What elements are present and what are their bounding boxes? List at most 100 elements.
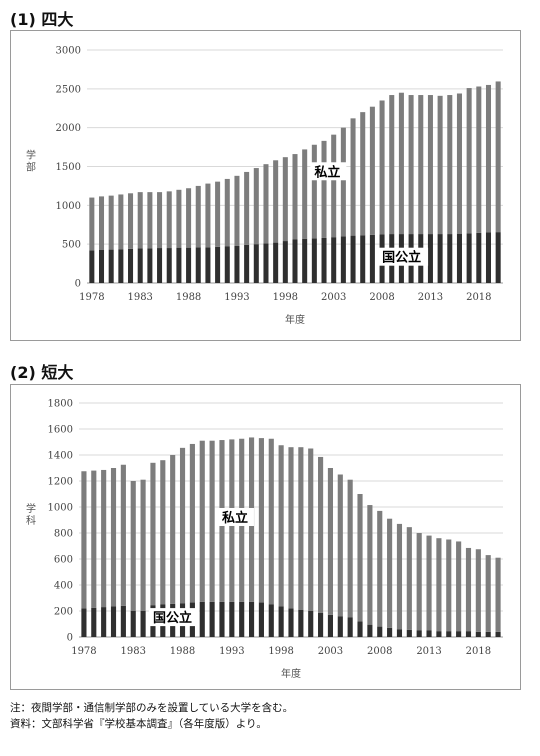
chart2-bar-private [288,447,294,609]
chart1-bar-public [447,234,453,283]
chart1-bar-public [495,232,501,283]
chart1-bar-public [350,235,356,283]
chart2-bar-public [416,630,422,637]
chart1-bar-private [485,84,492,233]
chart2-bar-private [357,494,363,622]
chart2-bar-private [160,460,166,605]
chart1-ytick-label: 1500 [56,162,81,173]
chart2-bar-private [485,555,491,632]
chart1-bar-public [360,235,366,283]
chart1-bar-private [166,191,172,249]
chart2-bar-private [179,447,186,604]
chart1-bar-public [466,233,472,283]
chart1-bar-private [476,86,482,233]
chart1-bar-private [263,164,269,244]
chart2-bar-public [209,601,215,637]
chart2-annotation-public: 国公立 [153,610,192,626]
chart1-bar-private [427,95,433,235]
chart2-bar-public [81,608,87,637]
chart2-bar-public [436,631,442,637]
chart2-xtick-label: 2013 [416,646,441,657]
chart1-bar-private [292,154,298,240]
chart1-bar-private [340,127,346,237]
chart1-bar-private [186,188,192,248]
chart1-xtick-label: 2003 [321,292,346,303]
chart1-svg: 0 500 1000 1500 2000 2500 3000 1978 1983 1988 1993… [26,46,503,326]
chart2-bar-public [485,631,491,637]
chart1-bar-public [263,243,269,283]
chart1-bar-private [398,92,404,235]
chart2-bar-public [357,621,363,637]
chart2-bar-public [199,601,205,637]
chart2-bar-public [140,611,146,637]
chart1-bar-private [379,100,385,235]
chart1-bar-public [427,234,433,283]
chart1-bar-private [89,197,95,251]
chart1-bar-private [118,194,124,250]
chart2-bar-private [377,510,383,627]
chart1-bar-private [273,160,279,243]
chart2-bar-public [396,629,403,637]
chart1-bar-private [253,168,259,245]
chart1-annotation-public: 国公立 [382,250,421,266]
chart1-bar-private [244,171,250,245]
chart2-bar-private [298,447,304,610]
chart1-bar-public [186,247,192,283]
chart1-xtick-label: 1978 [79,292,104,303]
chart1-bar-private [360,112,366,236]
chart1-bar-public [437,234,443,283]
chart1-bar-public [311,238,317,283]
chart1-bar-private [98,196,105,250]
chart1-bar-private [331,134,337,238]
chart2-ytick-label: 1400 [48,451,73,462]
chart2-bar-public [337,616,343,637]
chart2-xtick-label: 2018 [466,646,491,657]
chart2-bar-private [318,456,324,613]
chart2-bar-private [140,479,146,611]
chart1-ytick-label: 2000 [56,123,81,134]
chart1-ytick-label: 3000 [56,46,81,57]
chart1-xtick-label: 1998 [273,292,298,303]
chart2-bar-private [465,547,472,632]
chart2-bar-public [268,604,274,637]
chart2-bar-private [456,541,462,632]
chart1-title: (1) 四大 [10,10,74,29]
chart2-bar-public [110,606,117,637]
chart2-bar-private [387,518,393,628]
chart2-bar-private [337,474,343,617]
chart1-bar-private [495,81,501,233]
chart1-bar-public [215,246,221,283]
chart1-annotation-bg [310,162,347,181]
chart2-bar-private [91,470,97,608]
chart2-title: (2) 短大 [10,363,74,382]
chart1-bar-public [456,233,462,283]
chart2-bar-public [465,631,472,637]
chart2-bar-private [308,448,314,611]
chart1-bar-public [253,244,259,283]
chart2-bar-public [387,627,393,637]
chart2-bar-private [278,445,284,607]
chart2-xtick-label: 1983 [121,646,146,657]
chart2-bar-private [416,533,422,631]
chart2-ytick-label: 1000 [48,503,73,514]
chart1-bar-private [128,193,134,249]
chart2-bar-public [130,611,136,637]
chart2-xtick-label: 1978 [71,646,96,657]
chart1-xtick-label: 1983 [127,292,152,303]
chart2-annotation-bg [148,608,199,627]
chart2-panel: 0 200 400 600 800 1000 1200 1400 1600 1800 1978 198… [10,384,521,690]
chart1-xtick-label: 1993 [224,292,249,303]
chart1-bar-public [147,248,153,283]
chart2-bar-public [298,609,304,637]
chart1-bar-private [234,175,240,246]
chart2-bar-private [367,505,373,625]
chart1-bar-public [195,247,201,283]
chart1-bar-private [137,192,143,249]
chart2-bar-public [219,601,225,637]
chart2-bar-private [268,438,274,605]
chart2-bar-private [446,539,452,632]
chart2-bar-private [199,440,205,602]
chart1-yaxis-label: 学部 [26,149,36,174]
chart2-bar-private [150,462,156,606]
chart2-bar-private [209,440,215,602]
